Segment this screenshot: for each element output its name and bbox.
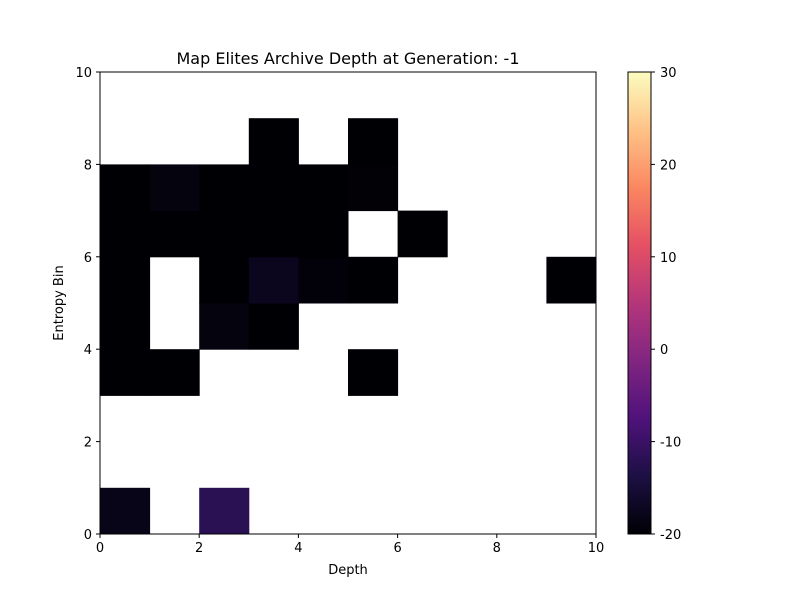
heatmap-cell [348,118,399,165]
y-tick-label: 4 [84,343,92,358]
colorbar-tick-label: -20 [660,528,681,543]
heatmap-cell [298,210,349,258]
heatmap-cell [348,164,399,212]
heatmap-cell [100,487,151,535]
colorbar-tick-label: 20 [660,158,677,173]
heatmap-cell [248,164,299,212]
y-tick-label: 8 [84,158,92,173]
heatmap-cell [397,210,448,258]
y-axis-label: Entropy Bin [52,265,67,340]
heatmap-cell [100,303,151,350]
y-tick-label: 2 [84,436,92,451]
heatmap-cell [149,349,200,396]
heatmap-cell [348,256,399,304]
heatmap-cell [199,256,250,304]
heatmap-cell [248,303,299,350]
heatmap-cell [298,256,349,304]
plot-frame [99,71,597,535]
x-tick-label: 10 [588,541,605,556]
x-tick-label: 8 [493,541,501,556]
colorbar-tick-label: 10 [660,251,677,266]
heatmap-cell [199,164,250,212]
heatmap-cell [546,256,597,304]
heatmap-cell [149,210,200,258]
heatmap-cell [199,303,250,350]
heatmap-cell [149,164,200,212]
x-tick-label: 0 [96,541,104,556]
colorbar-tick-label: 30 [660,66,677,81]
heatmap-cell [248,210,299,258]
y-tick-label: 0 [84,528,92,543]
y-tick-label: 6 [84,251,92,266]
heatmap-cell [248,256,299,304]
heatmap-cell [199,210,250,258]
x-tick-label: 2 [195,541,203,556]
heatmap-cell [100,349,151,396]
heatmap-cell [100,256,151,304]
x-tick-label: 4 [294,541,302,556]
x-axis: 0 2 4 6 8 10 [96,534,604,556]
colorbar-tick-label: 0 [660,343,668,358]
colorbar [627,71,652,535]
colorbar-tick-label: -10 [660,436,681,451]
heatmap-cell [100,164,151,212]
y-axis: 0 2 4 6 8 10 [75,66,100,543]
heatmap-cell [100,210,151,258]
heatmap-cells [100,118,597,535]
x-axis-label: Depth [328,563,368,578]
y-tick-label: 10 [75,66,92,81]
x-tick-label: 6 [393,541,401,556]
colorbar-axis: -20 -10 0 10 20 30 [651,66,681,543]
heatmap-cell [298,164,349,212]
heatmap-cell [248,118,299,165]
heatmap-cell [348,349,399,396]
chart-title: Map Elites Archive Depth at Generation: … [176,49,519,68]
heatmap-cell [199,487,250,535]
